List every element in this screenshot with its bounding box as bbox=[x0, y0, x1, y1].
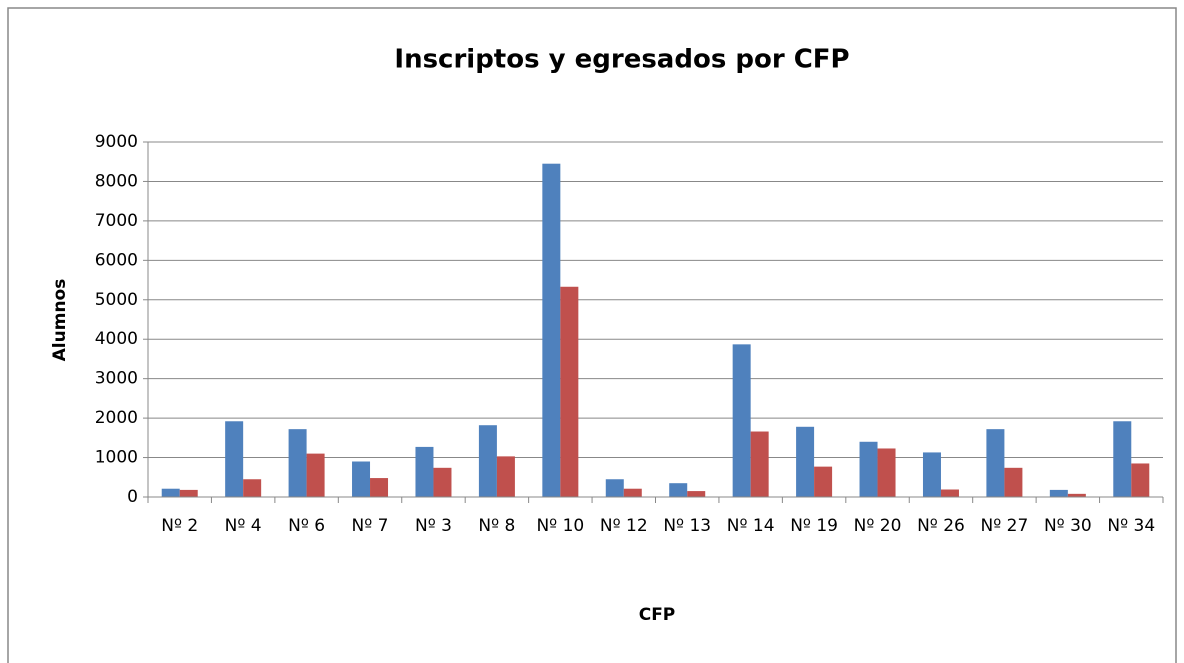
y-tick-label: 8000 bbox=[95, 171, 138, 191]
bar bbox=[560, 286, 579, 497]
bar bbox=[496, 456, 515, 497]
x-tick-label: Nº 20 bbox=[854, 516, 902, 536]
bar bbox=[179, 489, 198, 497]
bar bbox=[306, 453, 325, 497]
bar bbox=[986, 429, 1005, 497]
y-tick-label: 7000 bbox=[95, 211, 138, 231]
bar bbox=[243, 479, 262, 497]
bar bbox=[370, 478, 389, 497]
bar bbox=[1131, 463, 1150, 497]
chart-title: Inscriptos y egresados por CFP bbox=[394, 45, 849, 75]
bar bbox=[669, 483, 688, 497]
x-tick-label: Nº 4 bbox=[225, 516, 262, 536]
bar bbox=[433, 467, 452, 497]
bar bbox=[542, 163, 561, 497]
x-tick-label: Nº 13 bbox=[663, 516, 711, 536]
x-tick-label: Nº 14 bbox=[727, 516, 775, 536]
x-tick-label: Nº 12 bbox=[600, 516, 648, 536]
x-tick-label: Nº 26 bbox=[917, 516, 965, 536]
y-tick-label: 6000 bbox=[95, 250, 138, 270]
bar bbox=[877, 448, 896, 497]
y-tick-label: 2000 bbox=[95, 408, 138, 428]
y-tick-label: 9000 bbox=[95, 132, 138, 152]
y-tick-label: 5000 bbox=[95, 290, 138, 310]
bar bbox=[225, 421, 244, 497]
bar bbox=[161, 488, 180, 497]
bar bbox=[687, 491, 706, 497]
x-tick-label: Nº 34 bbox=[1107, 516, 1155, 536]
bar bbox=[940, 489, 959, 497]
chart-frame bbox=[7, 7, 1177, 663]
bar bbox=[623, 488, 642, 497]
x-tick-label: Nº 8 bbox=[478, 516, 515, 536]
bar bbox=[605, 479, 624, 497]
bar bbox=[1049, 489, 1068, 497]
x-axis-title: CFP bbox=[639, 605, 676, 625]
x-tick-label: Nº 30 bbox=[1044, 516, 1092, 536]
bar bbox=[750, 431, 769, 497]
x-tick-label: Nº 19 bbox=[790, 516, 838, 536]
x-tick-label: Nº 2 bbox=[161, 516, 198, 536]
x-tick-label: Nº 10 bbox=[536, 516, 584, 536]
bar bbox=[796, 426, 815, 497]
bar bbox=[288, 429, 307, 497]
bar bbox=[814, 466, 833, 497]
y-tick-label: 3000 bbox=[95, 369, 138, 389]
x-tick-label: Nº 3 bbox=[415, 516, 452, 536]
bar bbox=[859, 441, 878, 497]
bar bbox=[922, 452, 941, 497]
bar bbox=[352, 461, 371, 497]
y-axis-title: Alumnos bbox=[50, 279, 70, 362]
x-tick-label: Nº 27 bbox=[981, 516, 1029, 536]
bar bbox=[732, 344, 751, 497]
y-tick-label: 0 bbox=[127, 487, 138, 507]
x-tick-label: Nº 7 bbox=[352, 516, 389, 536]
bar bbox=[415, 446, 434, 497]
y-tick-label: 1000 bbox=[95, 448, 138, 468]
y-tick-label: 4000 bbox=[95, 329, 138, 349]
x-tick-label: Nº 6 bbox=[288, 516, 325, 536]
bar bbox=[1004, 467, 1023, 497]
bar bbox=[478, 425, 497, 497]
bar bbox=[1113, 421, 1132, 497]
bar bbox=[1067, 493, 1086, 497]
